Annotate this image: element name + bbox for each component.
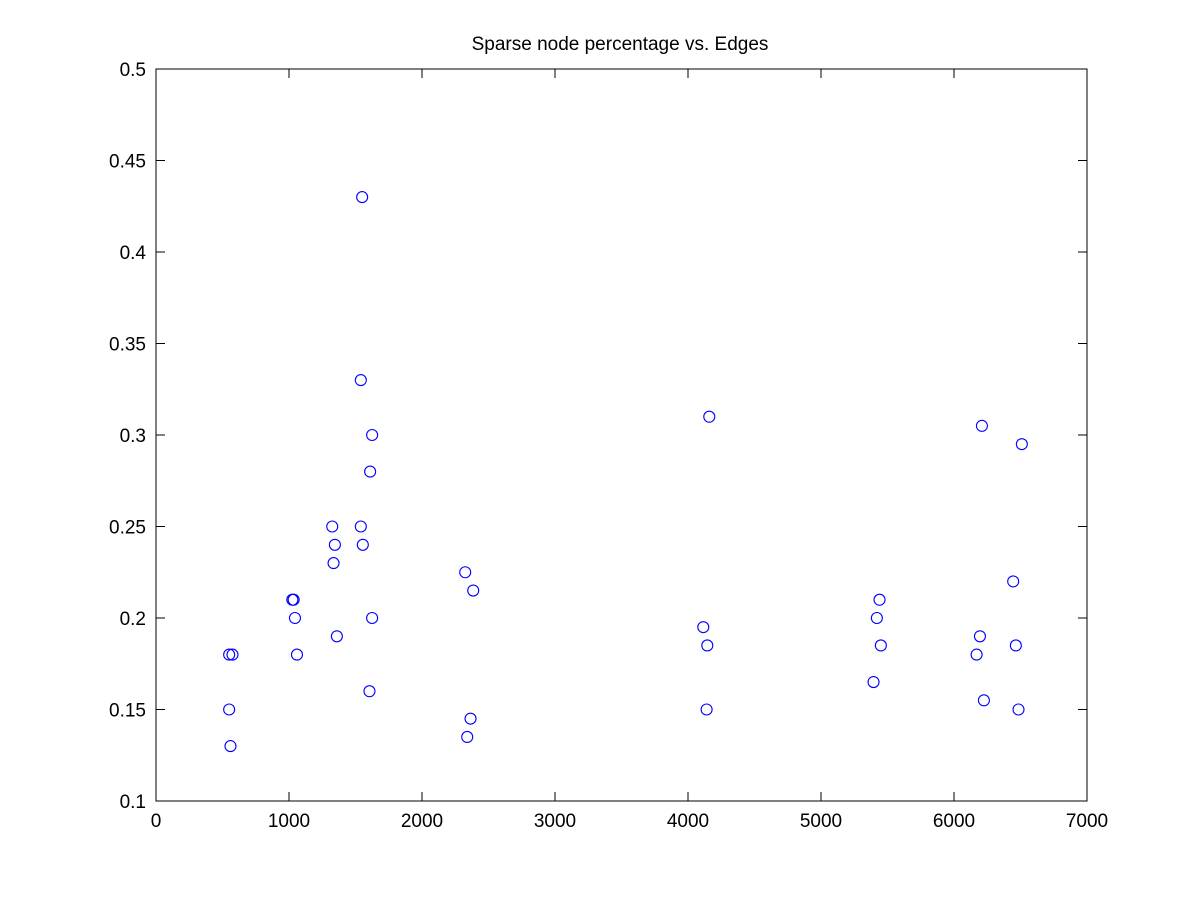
y-tick-label: 0.3	[120, 426, 146, 447]
y-tick-label: 0.2	[120, 609, 146, 630]
x-tick-label: 6000	[933, 811, 975, 832]
data-point	[459, 566, 472, 579]
data-point	[975, 419, 988, 432]
data-points	[223, 191, 1028, 753]
data-point	[354, 520, 367, 533]
y-axis: 0.1 0.15 0.2 0.25 0.3 0.35 0.4 0.45 0.5	[109, 60, 1087, 813]
data-point	[977, 694, 990, 707]
data-point	[703, 410, 716, 423]
y-tick-label: 0.1	[120, 792, 146, 813]
data-point	[697, 621, 710, 634]
data-point	[973, 630, 986, 643]
x-axis: 0 1000 2000 3000 4000 5000 6000 7000	[151, 69, 1108, 832]
y-tick-label: 0.4	[120, 243, 147, 264]
y-tick-label: 0.25	[109, 518, 146, 539]
data-point	[354, 374, 367, 387]
y-tick-label: 0.15	[109, 701, 146, 722]
data-point	[223, 648, 236, 661]
x-tick-label: 0	[151, 811, 162, 832]
data-point	[226, 648, 239, 661]
data-point	[326, 520, 339, 533]
x-tick-label: 4000	[667, 811, 709, 832]
data-point	[327, 557, 340, 570]
data-point	[700, 703, 713, 716]
x-tick-label: 5000	[800, 811, 842, 832]
data-point	[464, 712, 477, 725]
data-point	[366, 428, 379, 442]
data-point	[223, 703, 236, 716]
y-tick-label: 0.35	[109, 335, 146, 356]
data-point	[224, 740, 237, 753]
x-tick-label: 2000	[401, 811, 443, 832]
x-tick-label: 3000	[534, 811, 576, 832]
data-point	[970, 648, 983, 661]
data-point	[1007, 575, 1020, 588]
data-point	[1012, 703, 1025, 716]
data-point	[1009, 639, 1022, 652]
data-point	[330, 630, 343, 643]
data-point	[874, 639, 887, 652]
data-point	[290, 648, 304, 661]
data-point	[288, 611, 302, 625]
data-point	[356, 191, 369, 204]
x-tick-label: 1000	[268, 811, 310, 832]
data-point	[328, 538, 341, 551]
data-point	[1015, 438, 1028, 451]
data-point	[366, 611, 379, 625]
data-point	[287, 593, 300, 606]
data-point	[867, 675, 880, 689]
x-tick-label: 7000	[1066, 811, 1108, 832]
data-point	[467, 584, 480, 597]
chart-title: Sparse node percentage vs. Edges	[472, 34, 769, 55]
data-point	[870, 611, 883, 625]
data-point	[356, 538, 369, 551]
data-point	[363, 685, 376, 698]
data-point	[364, 465, 377, 478]
data-point	[873, 593, 886, 606]
data-point	[701, 639, 714, 652]
data-point	[461, 730, 474, 744]
y-tick-label: 0.5	[120, 60, 146, 81]
y-tick-label: 0.45	[109, 152, 146, 173]
